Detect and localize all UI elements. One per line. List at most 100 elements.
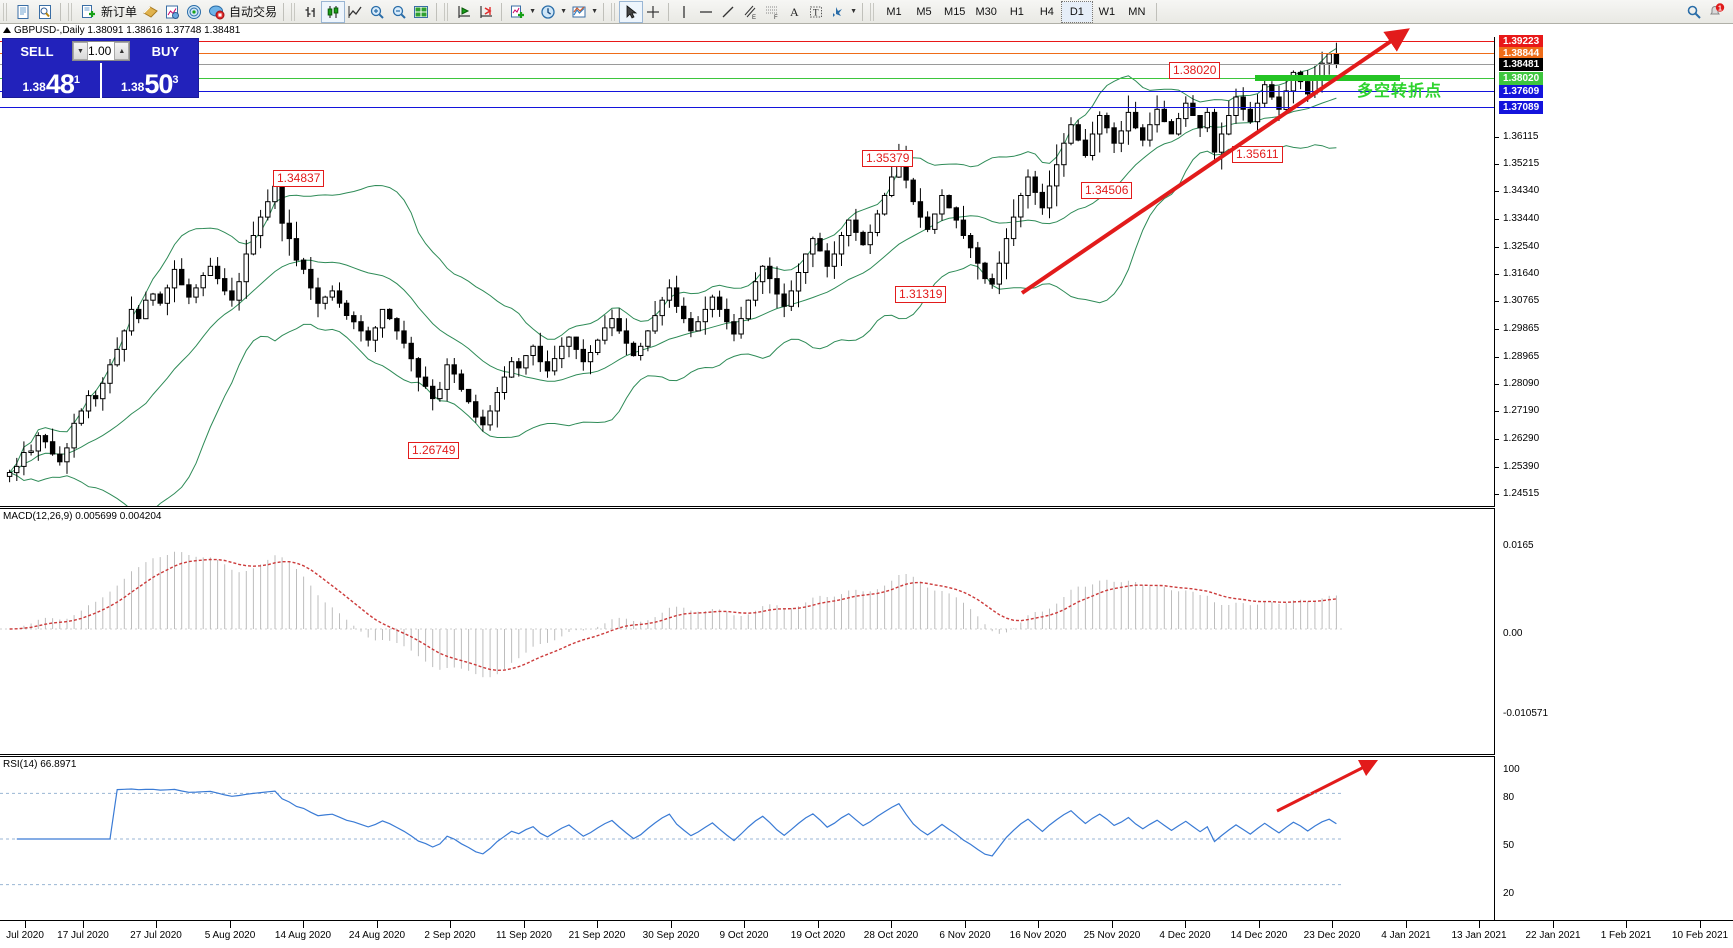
price-level-chip[interactable]: 1.37089: [1499, 100, 1544, 114]
price-level-chip[interactable]: 1.39223: [1499, 34, 1544, 48]
chart-collapse-icon[interactable]: [3, 27, 11, 33]
timeframe-w1[interactable]: W1: [1098, 5, 1116, 18]
volume-stepper[interactable]: ▼ 1.00 ▲: [72, 41, 131, 61]
fibonacci-icon[interactable]: F: [761, 2, 783, 22]
rsi-pane[interactable]: [0, 756, 1494, 920]
price-annotation[interactable]: 1.31319: [895, 286, 947, 303]
svg-text:1: 1: [1718, 5, 1722, 12]
price-tick-mark: [1495, 438, 1499, 440]
toolbar-grip-4[interactable]: [444, 2, 451, 21]
price-level-line[interactable]: [0, 77, 1494, 79]
zoom-in-icon[interactable]: [366, 2, 388, 22]
price-annotation[interactable]: 1.35379: [862, 150, 914, 167]
add-indicator-dropdown-icon[interactable]: ▼: [529, 8, 536, 15]
timeframe-m15[interactable]: M15: [944, 5, 966, 18]
cursor-icon[interactable]: [619, 0, 644, 23]
volume-decrease-icon[interactable]: ▼: [73, 42, 88, 60]
time-tick-label: 21 Sep 2020: [568, 930, 626, 941]
autoscroll-icon[interactable]: [475, 2, 497, 22]
price-tick-mark: [1495, 356, 1499, 358]
toolbar-grip[interactable]: [3, 2, 9, 21]
add-indicator-icon[interactable]: [506, 2, 528, 22]
timeframe-h1[interactable]: H1: [1009, 5, 1024, 18]
rsi-tick-label: 50: [1503, 840, 1515, 851]
price-tick-label: 1.28090: [1503, 377, 1540, 389]
rsi-tick-label: 80: [1503, 792, 1515, 803]
price-annotation[interactable]: 1.26749: [408, 442, 460, 459]
macd-tick-label: 0.0165: [1503, 540, 1534, 551]
timeframe-mn[interactable]: MN: [1128, 5, 1146, 18]
pending-order-icon[interactable]: [139, 2, 161, 22]
rsi-axis: 100 80 50 20: [1494, 756, 1733, 920]
notifications-icon[interactable]: 1: [1705, 2, 1727, 22]
profiles-icon[interactable]: [34, 2, 56, 22]
buy-button[interactable]: BUY: [151, 43, 180, 59]
zoom-out-icon[interactable]: [388, 2, 410, 22]
time-tick-mark: [744, 921, 745, 928]
timeframe-d1[interactable]: D1: [1060, 0, 1093, 23]
sell-button[interactable]: SELL: [20, 43, 54, 59]
price-annotation[interactable]: 1.35611: [1232, 146, 1283, 163]
time-axis: Jul 2020 17 Jul 2020 27 Jul 2020 5 Aug 2020…: [0, 920, 1733, 948]
volume-increase-icon[interactable]: ▲: [114, 42, 130, 60]
vertical-line-icon[interactable]: [673, 2, 695, 22]
new-order-icon[interactable]: [77, 2, 99, 22]
tile-windows-icon[interactable]: [410, 2, 432, 22]
candlestick-chart-icon[interactable]: [321, 0, 346, 23]
signals-icon[interactable]: [183, 2, 205, 22]
price-level-line[interactable]: [0, 40, 1494, 42]
one-click-trading-panel[interactable]: SELL ▼ 1.00 ▲ BUY 1.38 48 1 1.38 50 3: [2, 38, 199, 98]
toolbar-grip-5[interactable]: [611, 2, 618, 21]
time-tick-mark: [818, 921, 819, 928]
price-level-line[interactable]: [0, 90, 1494, 92]
price-annotation[interactable]: 1.34837: [273, 170, 325, 187]
timeframe-h4[interactable]: H4: [1039, 5, 1054, 18]
horizontal-line-icon[interactable]: [695, 2, 717, 22]
macd-pane[interactable]: [0, 508, 1494, 755]
terminal-icon[interactable]: [161, 2, 183, 22]
price-annotation[interactable]: 1.38020: [1169, 62, 1221, 79]
toolbar-grip-6[interactable]: [870, 2, 877, 21]
text-icon[interactable]: A: [783, 2, 805, 22]
time-tick-mark: [1700, 921, 1701, 928]
templates-icon[interactable]: [568, 2, 590, 22]
price-level-chip[interactable]: 1.38481: [1499, 57, 1544, 71]
period-separator-icon[interactable]: [537, 2, 559, 22]
time-tick-label: 22 Jan 2021: [1525, 930, 1581, 941]
shift-end-icon[interactable]: [453, 2, 475, 22]
toolbar-grip-2[interactable]: [68, 2, 74, 21]
period-dropdown-icon[interactable]: ▼: [560, 8, 567, 15]
volume-value[interactable]: 1.00: [88, 44, 112, 58]
sell-price[interactable]: 1.38 48 1: [3, 63, 100, 98]
price-level-chip[interactable]: 1.37609: [1499, 84, 1544, 98]
price-level-line[interactable]: [0, 52, 1494, 54]
price-level-chip[interactable]: 1.38020: [1499, 71, 1544, 85]
timeframe-m5[interactable]: M5: [916, 5, 932, 18]
price-axis[interactable]: 1.36115 1.35215 1.34340 1.33440 1.32540 1.316…: [1494, 34, 1733, 507]
crosshair-icon[interactable]: [642, 2, 664, 22]
templates-dropdown-icon[interactable]: ▼: [591, 8, 598, 15]
arrows-icon[interactable]: [827, 2, 849, 22]
price-tick-label: 1.31640: [1503, 268, 1540, 280]
autotrade-label[interactable]: 自动交易: [229, 5, 278, 19]
price-level-line[interactable]: [0, 106, 1494, 108]
bar-chart-icon[interactable]: [300, 2, 322, 22]
time-tick-label: 14 Dec 2020: [1230, 930, 1288, 941]
price-level-chip[interactable]: 1.38844: [1499, 46, 1544, 60]
autotrade-icon[interactable]: [205, 2, 227, 22]
equidistant-channel-icon[interactable]: E: [739, 2, 761, 22]
new-chart-icon[interactable]: [12, 2, 34, 22]
arrows-dropdown-icon[interactable]: ▼: [850, 8, 857, 15]
search-icon[interactable]: [1683, 2, 1705, 22]
support-zone-marker[interactable]: [1255, 74, 1400, 81]
timeframe-m1[interactable]: M1: [886, 5, 902, 18]
timeframe-m30[interactable]: M30: [975, 5, 997, 18]
line-chart-icon[interactable]: [344, 2, 366, 22]
trendline-icon[interactable]: [717, 2, 739, 22]
buy-price[interactable]: 1.38 50 3: [99, 63, 199, 98]
text-label-icon[interactable]: T: [805, 2, 827, 22]
new-order-label[interactable]: 新订单: [101, 5, 138, 19]
price-annotation[interactable]: 1.34506: [1081, 182, 1133, 199]
price-level-line[interactable]: [0, 63, 1494, 65]
toolbar-grip-3[interactable]: [291, 2, 298, 21]
